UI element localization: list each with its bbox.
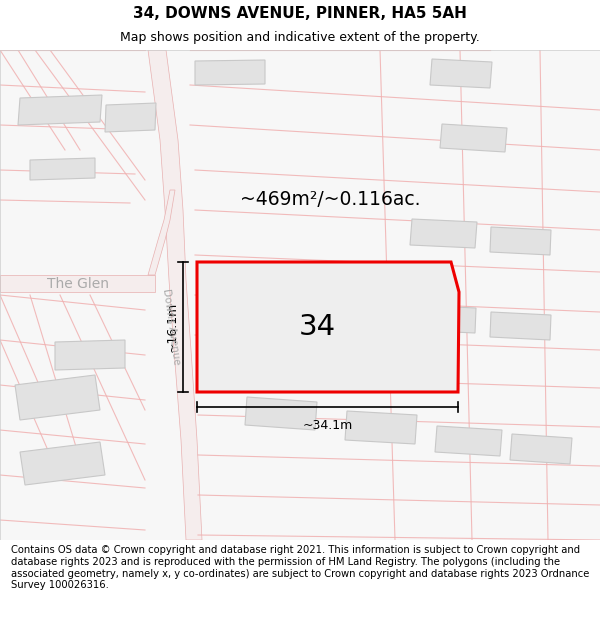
- Polygon shape: [195, 60, 265, 85]
- Polygon shape: [245, 397, 317, 430]
- Polygon shape: [55, 340, 125, 370]
- Polygon shape: [430, 59, 492, 88]
- Polygon shape: [490, 227, 551, 255]
- Text: ~16.1m: ~16.1m: [166, 302, 179, 352]
- Polygon shape: [490, 312, 551, 340]
- Polygon shape: [148, 190, 175, 275]
- Polygon shape: [410, 305, 476, 333]
- Polygon shape: [510, 434, 572, 464]
- Polygon shape: [20, 442, 105, 485]
- Polygon shape: [440, 124, 507, 152]
- Polygon shape: [197, 262, 459, 392]
- Text: 34, DOWNS AVENUE, PINNER, HA5 5AH: 34, DOWNS AVENUE, PINNER, HA5 5AH: [133, 6, 467, 21]
- Text: ~469m²/~0.116ac.: ~469m²/~0.116ac.: [240, 191, 420, 209]
- Text: 34: 34: [299, 313, 336, 341]
- Polygon shape: [410, 219, 477, 248]
- Text: Downs Avenue: Downs Avenue: [161, 288, 181, 366]
- Polygon shape: [345, 411, 417, 444]
- Text: Map shows position and indicative extent of the property.: Map shows position and indicative extent…: [120, 31, 480, 44]
- Polygon shape: [18, 95, 102, 125]
- Polygon shape: [148, 50, 202, 540]
- Polygon shape: [30, 158, 95, 180]
- Polygon shape: [0, 275, 155, 292]
- Text: Contains OS data © Crown copyright and database right 2021. This information is : Contains OS data © Crown copyright and d…: [11, 546, 589, 590]
- Polygon shape: [105, 103, 156, 132]
- Text: ~34.1m: ~34.1m: [302, 419, 353, 432]
- Polygon shape: [435, 426, 502, 456]
- Text: The Glen: The Glen: [47, 277, 109, 291]
- Polygon shape: [15, 375, 100, 420]
